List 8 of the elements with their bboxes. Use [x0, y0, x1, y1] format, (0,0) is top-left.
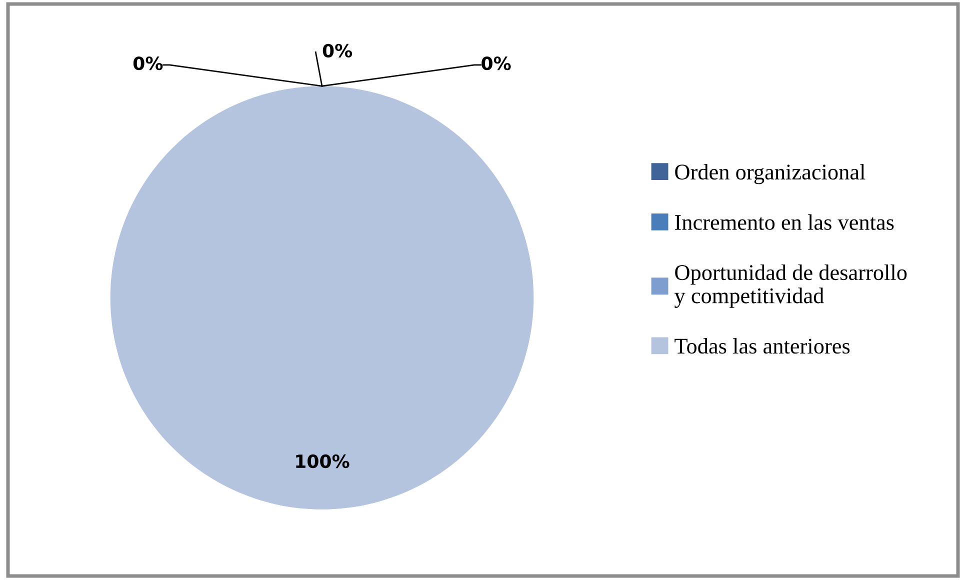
- data-label: 100%: [296, 454, 350, 468]
- legend-label: Oportunidad de desarrollo y competitividad: [674, 264, 907, 308]
- legend-label: Incremento en las ventas: [675, 214, 894, 230]
- legend-label: Orden organizacional: [675, 164, 866, 184]
- legend-label: Todas las anteriores: [674, 338, 850, 354]
- text: 0%: [322, 44, 352, 58]
- text: 0%: [133, 56, 163, 70]
- text: 0%: [482, 56, 511, 70]
